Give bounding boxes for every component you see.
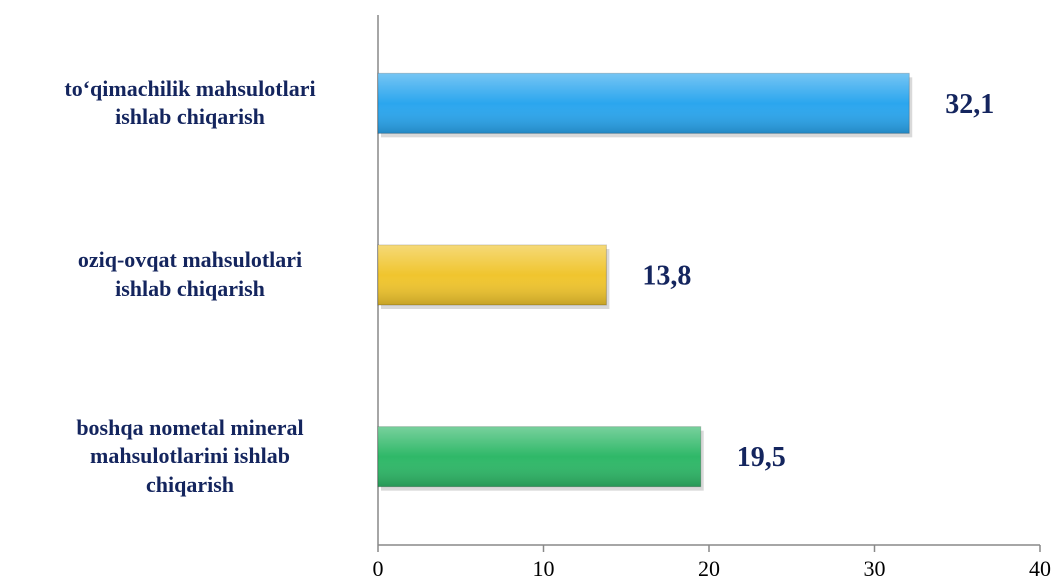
value-label: 19,5 [737, 442, 786, 473]
x-tick-label: 40 [1029, 556, 1051, 581]
category-box: oziq-ovqat mahsulotlari ishlab chiqarish [77, 247, 303, 301]
x-tick-label: 20 [698, 556, 720, 581]
category-box: boshqa nometal mineral mahsulotlarini is… [76, 414, 304, 497]
y-tick-label: oziq-ovqat mahsulotlari ishlab chiqarish [77, 247, 303, 301]
y-tick-label: to‘qimachilik mahsulotlari ishlab chiqar… [64, 75, 316, 130]
x-tick-label: 30 [864, 556, 886, 581]
y-tick-label: boshqa nometal mineral mahsulotlarini is… [76, 414, 304, 497]
value-label: 13,8 [642, 260, 691, 291]
category-box: to‘qimachilik mahsulotlari ishlab chiqar… [64, 75, 316, 130]
bar-gloss [378, 245, 607, 305]
bar-gloss [378, 426, 701, 487]
value-label: 32,1 [945, 89, 994, 120]
x-tick-label: 10 [533, 556, 555, 581]
x-tick-label: 0 [373, 556, 384, 581]
bar-gloss [378, 73, 910, 134]
